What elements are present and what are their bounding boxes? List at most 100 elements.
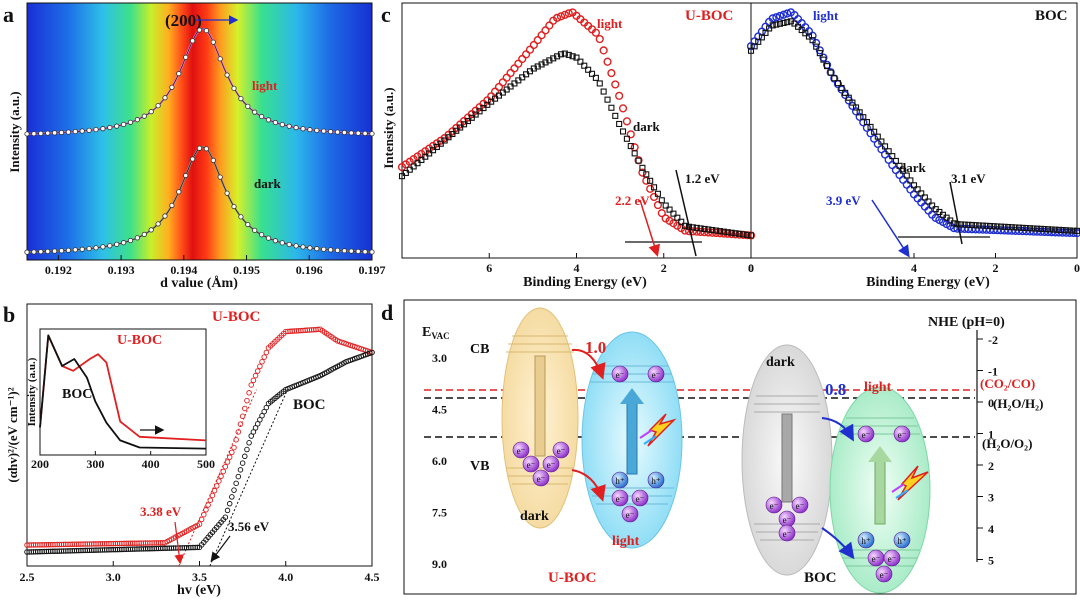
data-point-boc-dark bbox=[1052, 226, 1059, 233]
data-point-uboc-dark bbox=[596, 80, 603, 87]
hole-carrier bbox=[893, 531, 911, 549]
electron-label: e⁻ bbox=[527, 460, 536, 470]
data-point-U-BOC bbox=[231, 444, 237, 451]
data-point-uboc-light bbox=[680, 226, 690, 235]
data-point-dark bbox=[272, 238, 278, 244]
data-point-light bbox=[293, 125, 299, 131]
data-point-light bbox=[134, 117, 140, 123]
x-tick-b-label: 4.0 bbox=[278, 570, 293, 584]
data-point-uboc-dark bbox=[426, 150, 433, 157]
data-point-dark bbox=[279, 240, 285, 246]
data-point-boc-dark bbox=[867, 123, 874, 130]
nhe-tick-label: 3 bbox=[988, 491, 994, 505]
data-point-boc-dark bbox=[751, 43, 758, 50]
x-tick-c-uboc-label: 4 bbox=[574, 261, 580, 275]
data-point-U-BOC bbox=[246, 390, 252, 396]
electron-label: e⁻ bbox=[547, 460, 556, 470]
panel-label-b: b bbox=[3, 302, 15, 327]
evac-tick-label: 7.5 bbox=[432, 506, 447, 520]
data-point-boc-dark bbox=[816, 50, 823, 57]
electron-label: e⁻ bbox=[517, 446, 526, 456]
data-point-light bbox=[272, 119, 278, 126]
data-point-boc-dark bbox=[878, 138, 885, 145]
electron-label: e⁻ bbox=[796, 501, 805, 511]
data-point-BOC bbox=[250, 429, 257, 435]
data-point-light bbox=[327, 129, 334, 135]
data-point-dark bbox=[327, 247, 334, 253]
data-point-boc-dark bbox=[1063, 227, 1070, 234]
data-point-light bbox=[93, 126, 99, 133]
y-axis-label-b: (αhv)²/(eV cm⁻¹)² bbox=[5, 387, 20, 482]
cb-label: CB bbox=[470, 342, 489, 357]
data-point-boc-dark bbox=[1005, 223, 1012, 231]
data-point-U-BOC bbox=[211, 487, 218, 494]
data-point-boc-light bbox=[848, 101, 857, 111]
data-point-BOC bbox=[226, 500, 233, 507]
data-point-uboc-dark bbox=[662, 202, 669, 209]
data-point-boc-light bbox=[837, 85, 846, 94]
onset-annotation-boc-light: 3.9 eV bbox=[826, 193, 861, 208]
data-point-boc-dark bbox=[929, 202, 936, 209]
light-flash-icon-uboc bbox=[639, 413, 677, 447]
data-point-dark bbox=[45, 248, 51, 254]
edge-annotation-uboc: 3.38 eV bbox=[140, 504, 182, 519]
electron-carrier bbox=[857, 425, 875, 443]
data-point-boc-dark bbox=[791, 20, 798, 27]
data-point-uboc-dark bbox=[732, 230, 739, 237]
data-point-dark bbox=[183, 172, 189, 179]
boc-dark-label: dark bbox=[766, 355, 795, 370]
data-point-dark bbox=[93, 245, 99, 251]
data-point-dark bbox=[38, 249, 44, 255]
data-point-uboc-dark bbox=[693, 224, 700, 231]
data-point-light bbox=[314, 127, 320, 134]
data-point-BOC bbox=[233, 480, 239, 487]
data-point-boc-dark bbox=[766, 25, 773, 32]
x-tick-c-uboc-label: 6 bbox=[486, 261, 492, 275]
data-point-light bbox=[38, 130, 44, 137]
data-point-uboc-dark bbox=[561, 50, 568, 57]
inset-frame bbox=[39, 328, 207, 456]
data-point-uboc-dark bbox=[472, 111, 479, 118]
panel-b: b U-BOC BOC 3.38 eV 3.56 eV U-BOC BOC 20… bbox=[3, 302, 380, 598]
data-point-uboc-light bbox=[599, 46, 608, 55]
electron-carrier bbox=[522, 455, 540, 473]
data-point-uboc-dark bbox=[623, 135, 630, 142]
panel-label-c: c bbox=[381, 2, 391, 27]
inset-label-boc: BOC bbox=[62, 387, 92, 402]
electron-carrier bbox=[791, 496, 809, 514]
h2o-h2-label: (H₂O/H₂) bbox=[993, 396, 1043, 411]
data-point-uboc-dark bbox=[701, 225, 708, 233]
data-point-boc-dark bbox=[802, 30, 809, 37]
data-point-uboc-light bbox=[657, 209, 666, 218]
data-point-U-BOC bbox=[254, 368, 261, 374]
data-point-light bbox=[321, 128, 327, 134]
data-point-boc-dark bbox=[834, 80, 841, 87]
data-point-BOC bbox=[235, 473, 242, 480]
boc-light-label: light bbox=[864, 380, 892, 395]
data-point-uboc-dark bbox=[484, 101, 491, 108]
data-point-U-BOC bbox=[250, 377, 257, 384]
uboc-dark-gap-bar bbox=[534, 355, 546, 457]
data-point-dark bbox=[355, 248, 361, 255]
data-point-dark bbox=[252, 227, 258, 233]
data-point-uboc-light bbox=[607, 69, 616, 78]
data-point-uboc-dark bbox=[460, 121, 468, 128]
data-point-boc-light bbox=[775, 11, 785, 21]
data-point-BOC bbox=[242, 453, 248, 460]
data-point-BOC bbox=[263, 404, 270, 411]
data-point-BOC bbox=[239, 460, 246, 466]
data-point-dark bbox=[58, 248, 65, 254]
evac-tick-label: 9.0 bbox=[432, 557, 447, 571]
data-point-light bbox=[65, 129, 72, 135]
data-point-boc-dark bbox=[809, 37, 816, 44]
data-point-U-BOC bbox=[244, 397, 250, 404]
data-point-U-BOC bbox=[207, 497, 214, 503]
data-point-boc-dark bbox=[863, 118, 870, 126]
y-axis-label-c: Intensity (a.u.) bbox=[381, 87, 396, 168]
data-point-boc-dark bbox=[925, 198, 932, 205]
data-point-light bbox=[127, 119, 134, 125]
data-point-boc-dark bbox=[747, 47, 755, 54]
data-point-light bbox=[252, 109, 258, 115]
data-point-boc-dark bbox=[983, 222, 990, 229]
data-point-BOC bbox=[231, 487, 237, 493]
